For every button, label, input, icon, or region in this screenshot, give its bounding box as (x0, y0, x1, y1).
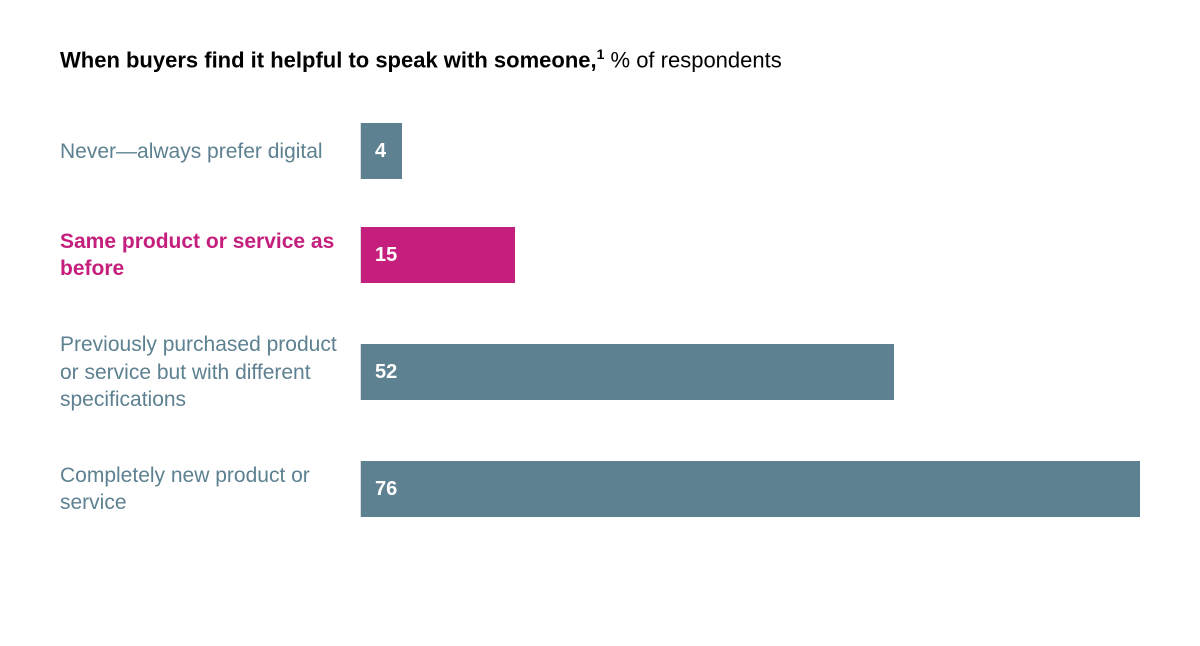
bar: 15 (361, 227, 515, 283)
bar-value: 15 (375, 244, 397, 267)
chart-row: Same product or service as before 15 (60, 227, 1140, 283)
chart-container: When buyers find it helpful to speak wit… (0, 0, 1200, 557)
chart-title-rest: % of respondents (604, 47, 781, 72)
row-label: Completely new product or service (60, 462, 360, 517)
bar-area: 4 (360, 123, 1140, 179)
chart-row: Never—always prefer digital 4 (60, 123, 1140, 179)
row-label: Previously purchased product or service … (60, 331, 360, 413)
bar: 4 (361, 123, 402, 179)
chart-title: When buyers find it helpful to speak wit… (60, 46, 1140, 73)
chart-title-bold: When buyers find it helpful to speak wit… (60, 47, 597, 72)
bar-area: 15 (360, 227, 1140, 283)
chart-row: Completely new product or service 76 (60, 461, 1140, 517)
row-label: Never—always prefer digital (60, 138, 360, 165)
bar: 52 (361, 344, 894, 400)
bar-value: 4 (375, 140, 386, 163)
bar-area: 76 (360, 461, 1140, 517)
row-label: Same product or service as before (60, 228, 360, 283)
bar: 76 (361, 461, 1140, 517)
chart-row: Previously purchased product or service … (60, 331, 1140, 413)
bar-value: 52 (375, 361, 397, 384)
bar-value: 76 (375, 478, 397, 501)
bar-area: 52 (360, 344, 1140, 400)
chart-rows: Never—always prefer digital 4 Same product… (60, 123, 1140, 517)
